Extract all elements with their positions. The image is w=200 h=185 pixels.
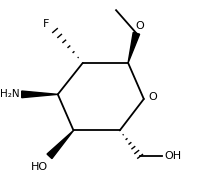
Text: HO: HO	[30, 162, 48, 172]
Polygon shape	[128, 32, 140, 63]
Text: H₂N: H₂N	[0, 89, 20, 99]
Text: OH: OH	[164, 151, 181, 161]
Polygon shape	[47, 130, 74, 159]
Polygon shape	[22, 91, 58, 98]
Text: F: F	[43, 19, 49, 29]
Text: O: O	[136, 21, 144, 31]
Text: O: O	[148, 92, 157, 102]
